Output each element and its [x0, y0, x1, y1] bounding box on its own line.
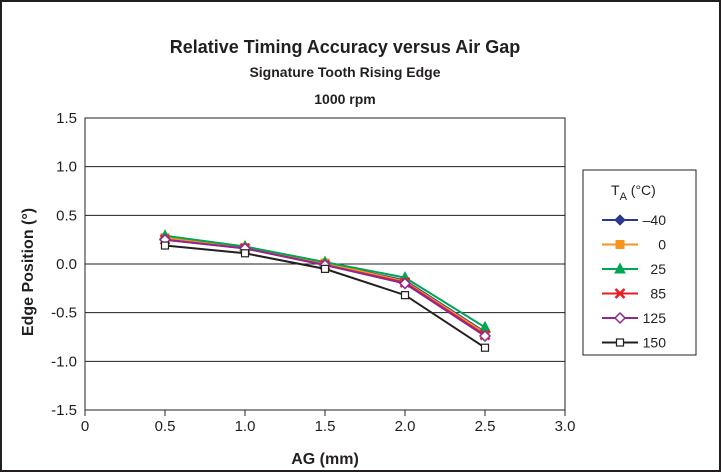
- legend-marker: [615, 240, 625, 249]
- legend-items: –40 0 25 85 125 150: [602, 212, 666, 351]
- y-tick-label: 1.5: [56, 110, 77, 127]
- data-point: [478, 329, 492, 343]
- x-tick-label: 1.5: [315, 418, 336, 435]
- x-tick-label: 2.0: [395, 418, 416, 435]
- legend-item: 150: [602, 335, 666, 351]
- chart-title: Relative Timing Accuracy versus Air Gap: [170, 37, 520, 57]
- y-tick-label: 0.5: [56, 207, 77, 224]
- legend-item: 125: [602, 310, 666, 326]
- legend-marker: [614, 288, 626, 299]
- legend-marker: [613, 311, 627, 325]
- legend-marker: [615, 338, 625, 347]
- data-point: [480, 343, 490, 352]
- legend-label: 125: [643, 310, 667, 326]
- data-point: [240, 249, 250, 258]
- legend-label: 85: [650, 286, 666, 302]
- data-point: [400, 291, 410, 300]
- legend-label: 150: [643, 335, 667, 351]
- x-tick-label: 0: [81, 418, 89, 435]
- y-axis-label: Edge Position (°): [20, 208, 37, 336]
- y-axis-ticks: 1.5 1.0 0.5 0.0 -0.5 -1.0 -1.5: [51, 110, 77, 419]
- chart-subtitle-rpm: 1000 rpm: [314, 91, 375, 107]
- y-tick-label: 0.0: [56, 256, 77, 273]
- legend-item: 25: [602, 261, 666, 277]
- legend-title-main: T: [611, 182, 620, 198]
- legend-title: TA (°C): [611, 182, 656, 203]
- chart-subtitle: Signature Tooth Rising Edge: [249, 64, 440, 80]
- legend-title-unit: (°C): [627, 182, 656, 198]
- x-tick-label: 0.5: [155, 418, 176, 435]
- legend: TA (°C) –40 0 25 85 125 150: [582, 169, 697, 356]
- y-tick-label: -1.5: [51, 402, 77, 419]
- legend-item: 85: [602, 286, 666, 302]
- x-tick-label: 3.0: [555, 418, 576, 435]
- series-5: [160, 241, 490, 352]
- legend-label: 25: [650, 261, 666, 277]
- y-tick-label: -0.5: [51, 305, 77, 322]
- legend-label: –40: [643, 212, 667, 228]
- x-axis-ticks: 0 0.5 1.0 1.5 2.0 2.5 3.0: [81, 410, 576, 435]
- legend-item: –40: [602, 212, 666, 228]
- data-point: [398, 277, 412, 290]
- x-tick-label: 2.5: [475, 418, 496, 435]
- x-axis-label: AG (mm): [291, 451, 359, 468]
- y-tick-label: -1.0: [51, 353, 77, 370]
- legend-marker: [614, 262, 626, 274]
- y-tick-label: 1.0: [56, 159, 77, 176]
- data-point: [320, 264, 330, 273]
- legend-title-subscript: A: [620, 191, 628, 203]
- x-tick-label: 1.0: [235, 418, 256, 435]
- legend-marker: [614, 214, 626, 226]
- legend-box: [582, 169, 697, 356]
- legend-label: 0: [658, 237, 666, 253]
- series-layer: [158, 229, 492, 352]
- legend-item: 0: [602, 237, 666, 253]
- data-point: [160, 241, 170, 250]
